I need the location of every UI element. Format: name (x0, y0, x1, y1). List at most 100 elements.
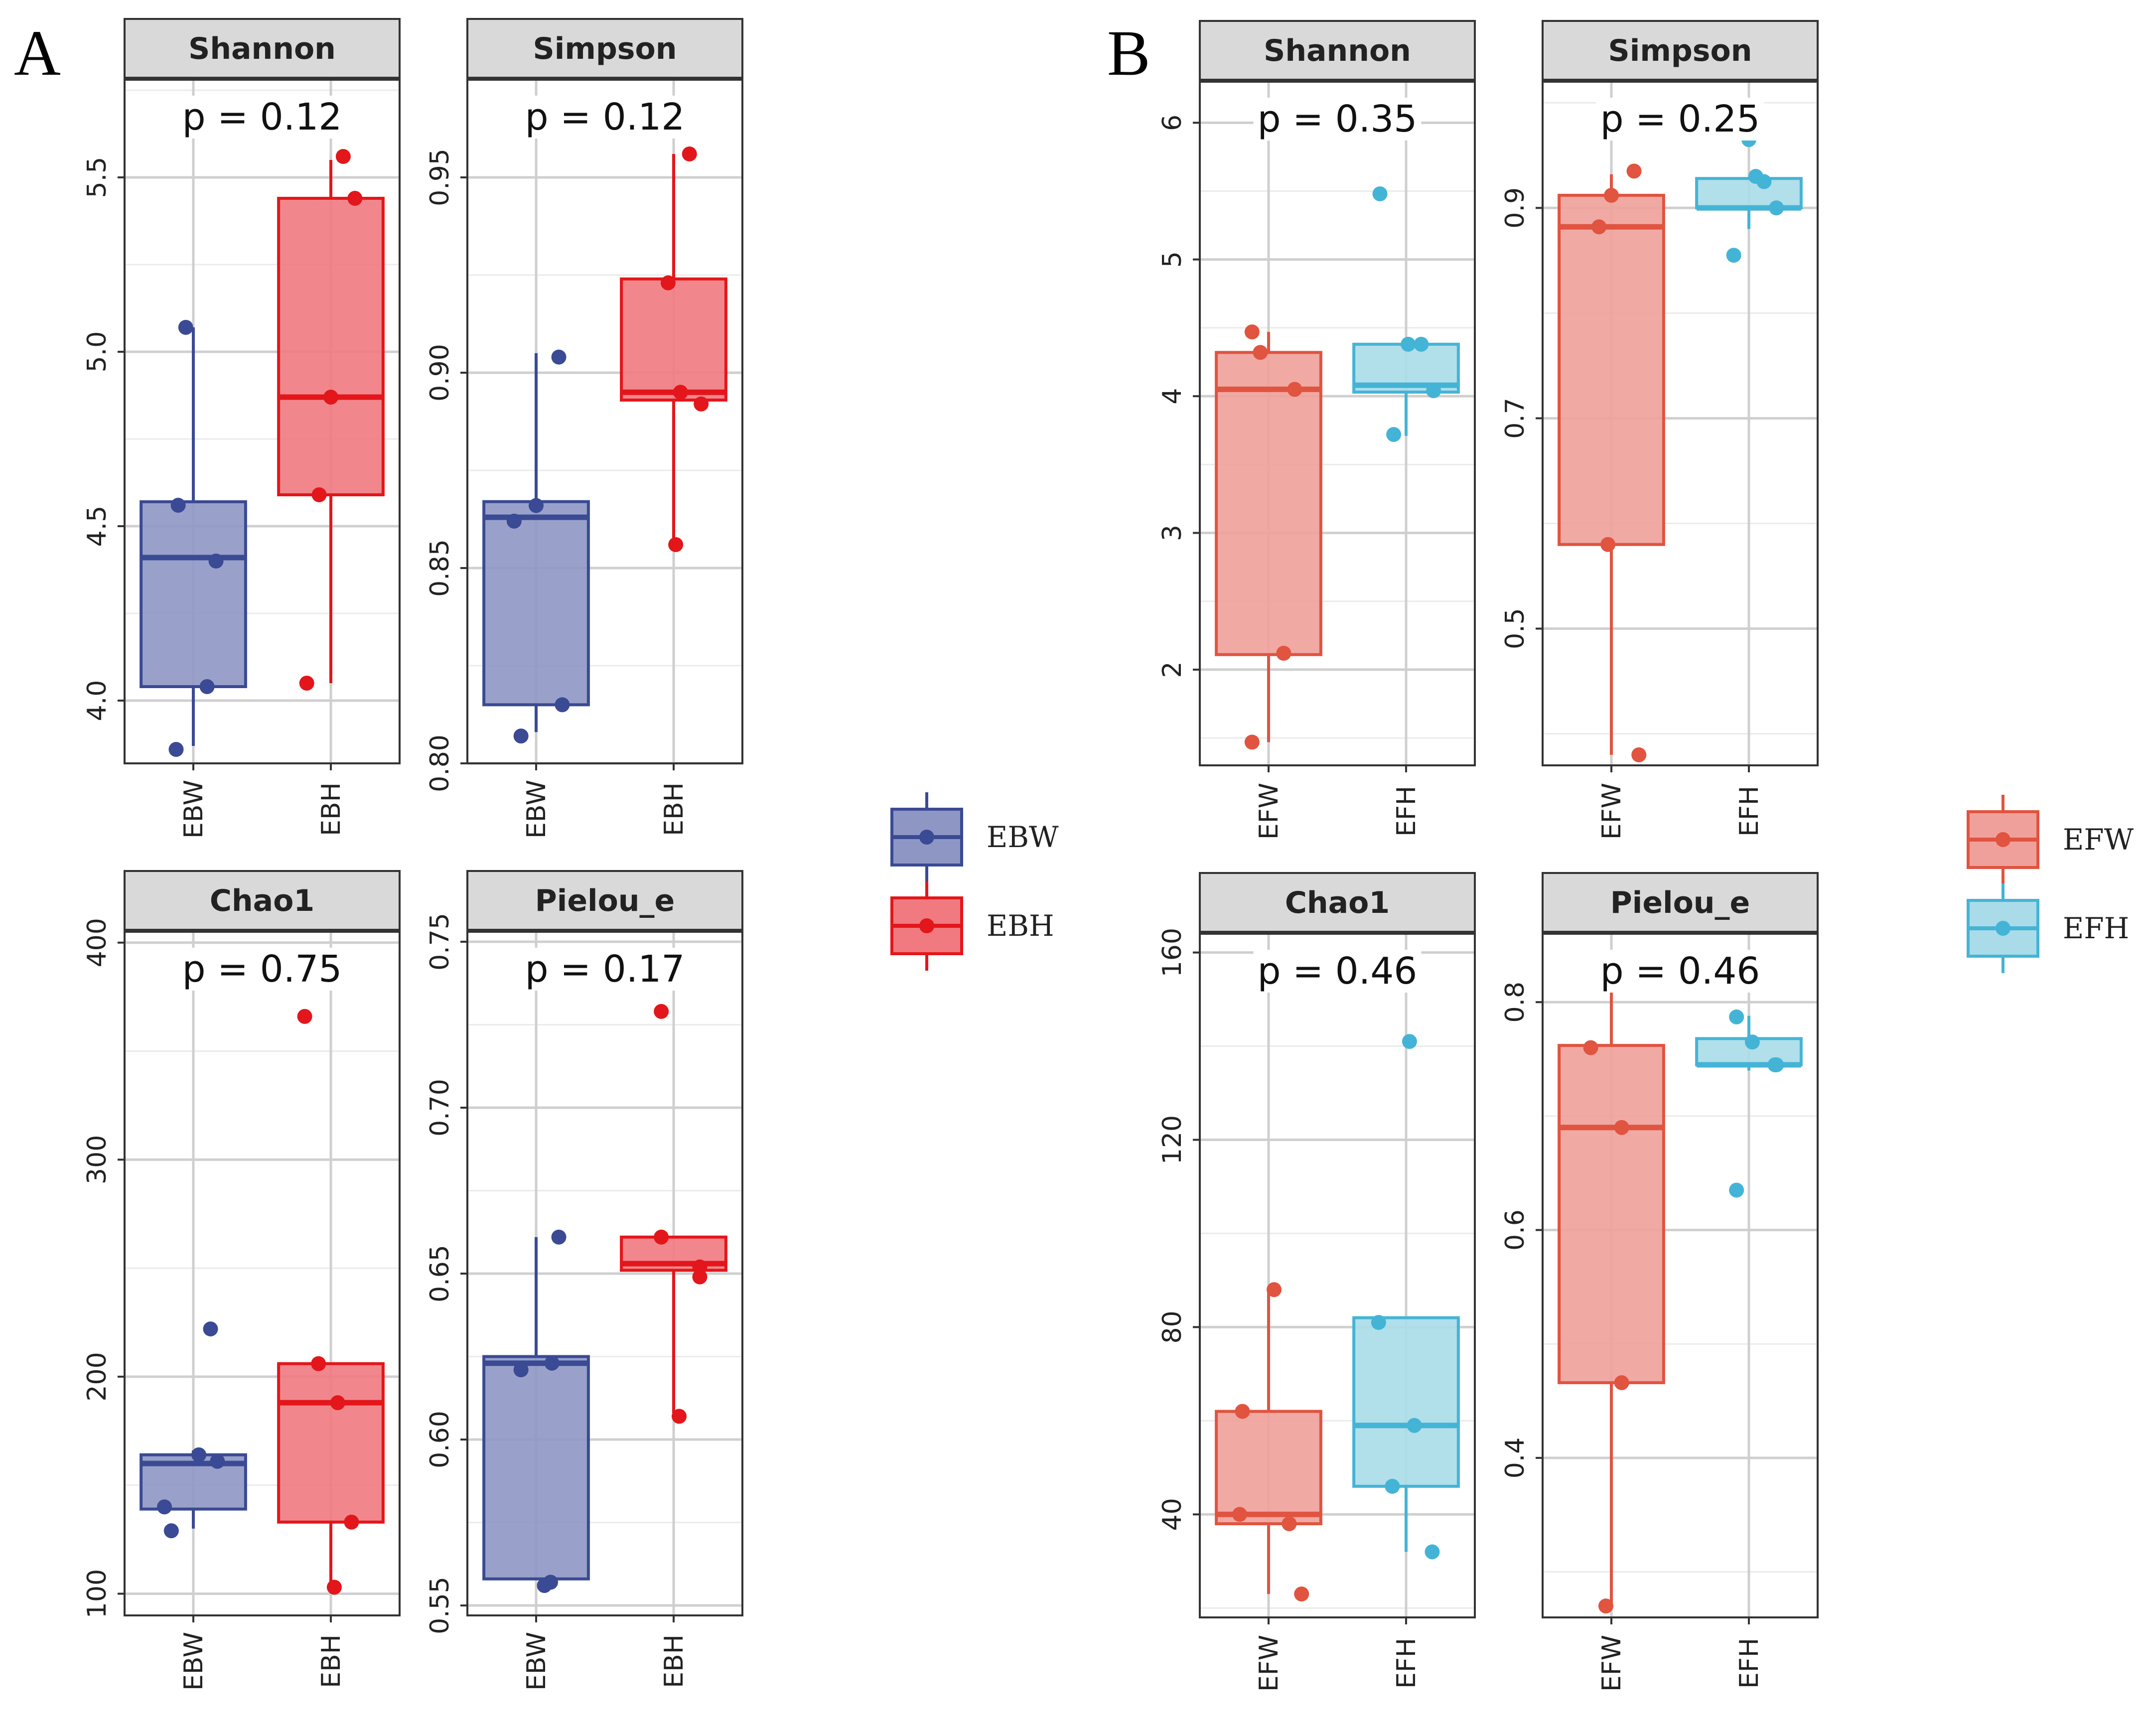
data-point-ebw (513, 1362, 529, 1378)
data-point-efw (1583, 1040, 1598, 1055)
data-point-ebw (529, 498, 544, 513)
p-value-background (178, 96, 346, 139)
legend-label: EBW (987, 820, 1059, 854)
data-point-ebw (157, 1499, 172, 1515)
y-tick-label: 6 (1157, 115, 1187, 131)
box-efh (1352, 1316, 1460, 1552)
legend-label: EFH (2063, 911, 2129, 945)
p-value-label: p = 0.46 (1600, 950, 1760, 993)
data-point-efw (1626, 163, 1642, 179)
strip-header (1199, 872, 1476, 933)
legend-label: EFW (2063, 823, 2134, 857)
data-point-ebw (210, 1453, 225, 1469)
facet-a-pielou-e: Pielou_e 0.55 0.60 0.65 0.70 0.75 p = 0.17 EBW E… (425, 870, 743, 1691)
box-efh (1352, 342, 1460, 436)
plot-frame (1542, 933, 1819, 1618)
strip-header (466, 870, 743, 931)
p-value-label: p = 0.25 (1600, 98, 1760, 141)
p-value-background (521, 96, 689, 139)
legends: EBW EBH EFW EFH (890, 792, 2134, 973)
x-tick-label: EBW (179, 780, 209, 839)
box-ebw (140, 1450, 247, 1529)
legend-key-point (1996, 832, 2010, 847)
y-tick-label: 0.8 (1500, 982, 1530, 1023)
p-value-background (1596, 950, 1764, 993)
facet-b-pielou-e: Pielou_e 0.4 0.6 0.8 p = 0.46 EFW EFH (1500, 872, 1819, 1692)
strip-title: Shannon (188, 31, 336, 66)
box-body (482, 1355, 590, 1581)
legend-item-ebh: EBH (890, 881, 1054, 971)
data-point-ebw (555, 697, 570, 713)
data-point-ebw (168, 742, 184, 757)
strip-header (466, 18, 743, 79)
x-tick-label: EFH (1392, 1638, 1422, 1689)
data-point-ebh (692, 1269, 708, 1285)
data-point-ebw (544, 1355, 560, 1371)
data-point-efw (1232, 1507, 1248, 1522)
data-point-ebw (543, 1575, 558, 1590)
y-tick-label: 0.55 (425, 1577, 455, 1634)
data-point-ebw (513, 728, 529, 744)
data-point-efw (1631, 747, 1647, 762)
data-point-efh (1744, 1034, 1760, 1050)
x-tick-label: EBH (659, 1634, 689, 1688)
plot-frame (1199, 81, 1476, 766)
box-body (1215, 1410, 1322, 1526)
data-point-efw (1598, 1598, 1613, 1614)
data-point-efw (1276, 645, 1291, 661)
data-point-ebw (208, 554, 224, 569)
data-point-efw (1614, 1375, 1629, 1390)
plot-frame (1542, 81, 1819, 766)
data-point-ebh (654, 1229, 669, 1245)
strip-title: Chao1 (210, 883, 314, 918)
data-point-efh (1401, 336, 1416, 352)
x-tick-label: EBH (659, 782, 689, 836)
y-tick-label: 4 (1157, 388, 1187, 405)
y-tick-label: 0.7 (1500, 398, 1530, 439)
y-tick-label: 80 (1157, 1310, 1187, 1343)
y-tick-label: 3 (1157, 525, 1187, 541)
x-tick-label: EFH (1392, 786, 1422, 837)
strip-title: Pielou_e (1610, 885, 1750, 920)
facet-b-shannon: Shannon 2 3 4 5 6 p = 0.35 EFW EFH (1157, 20, 1476, 840)
facet-b-chao1: Chao1 40 80 120 160 p = 0.46 EFW EFH (1157, 872, 1476, 1692)
x-tick-label: EFH (1734, 1638, 1764, 1689)
box-body (277, 197, 385, 496)
data-point-efw (1282, 1516, 1297, 1532)
p-value-label: p = 0.17 (525, 948, 685, 991)
data-point-ebw (170, 498, 186, 513)
p-value-background (1253, 98, 1422, 141)
data-point-ebw (191, 1447, 207, 1462)
p-value-background (1253, 950, 1422, 993)
strip-title: Shannon (1264, 33, 1411, 68)
y-tick-label: 0.9 (1500, 187, 1530, 229)
y-tick-label: 5 (1157, 251, 1187, 268)
data-point-ebw (163, 1523, 179, 1539)
data-point-efh (1371, 1314, 1386, 1330)
x-tick-label: EBW (522, 780, 552, 839)
data-point-ebh (694, 396, 709, 412)
legend-a: EBW EBH (890, 792, 1059, 971)
data-point-ebh (326, 1580, 342, 1595)
x-tick-label: EFW (1597, 783, 1627, 840)
legend-label: EBH (987, 909, 1054, 943)
data-point-efw (1287, 382, 1302, 397)
plot-frame (1199, 933, 1476, 1618)
data-point-efh (1729, 1009, 1744, 1024)
data-point-efw (1600, 537, 1616, 552)
y-tick-label: 40 (1157, 1498, 1187, 1531)
strip-title: Pielou_e (535, 883, 675, 918)
data-point-ebh (311, 487, 327, 502)
data-point-ebh (311, 1356, 326, 1371)
y-tick-label: 400 (82, 918, 112, 967)
box-body (482, 500, 590, 707)
legend-item-efw: EFW (1967, 795, 2134, 884)
data-point-ebh (344, 1514, 359, 1530)
panel-letter-b: B (1107, 17, 1150, 89)
strip-header (1542, 872, 1819, 933)
y-tick-label: 0.6 (1500, 1209, 1530, 1251)
legend-key-point (919, 830, 934, 845)
data-point-efh (1756, 174, 1772, 189)
data-point-efw (1294, 1587, 1309, 1602)
p-value-label: p = 0.75 (182, 948, 342, 991)
